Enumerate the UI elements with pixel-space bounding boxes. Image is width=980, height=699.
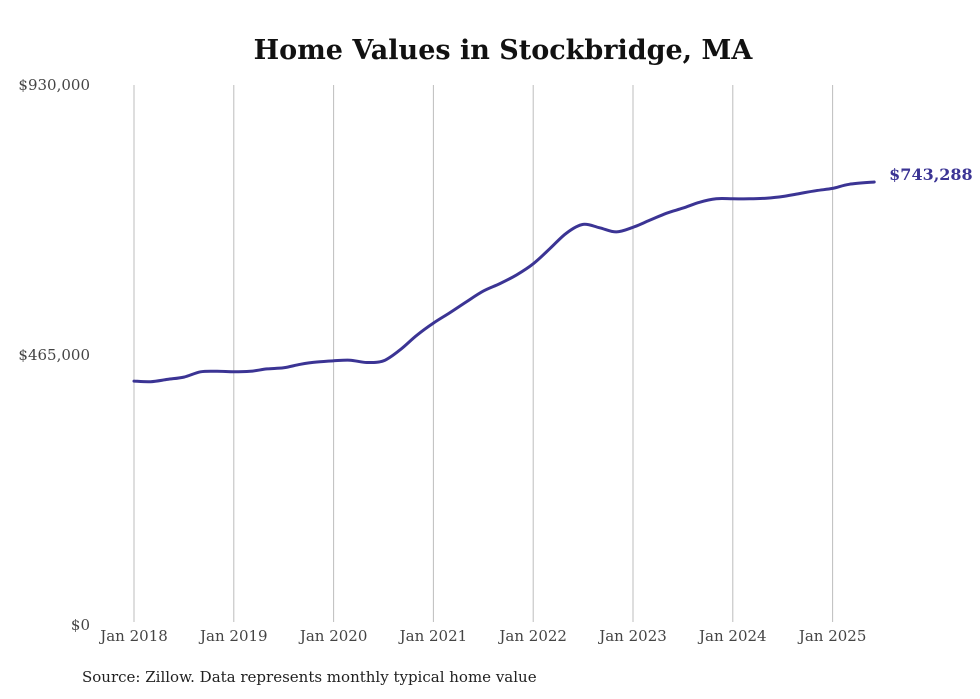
x-tick-label: Jan 2021 — [398, 627, 468, 645]
series-line — [132, 180, 876, 384]
x-axis: Jan 2018 Jan 2019 Jan 2020 Jan 2021 Jan 2022… — [98, 627, 866, 645]
chart-title: Home Values in Stockbridge, MA — [254, 35, 754, 66]
y-tick-label: $0 — [71, 616, 90, 634]
y-tick-label: $930,000 — [18, 76, 90, 94]
x-tick-label: Jan 2019 — [198, 627, 268, 645]
x-tick-label: Jan 2025 — [797, 627, 867, 645]
y-tick-label: $465,000 — [18, 346, 90, 364]
x-tick-label: Jan 2018 — [98, 627, 168, 645]
x-tick-label: Jan 2023 — [597, 627, 667, 645]
end-value-label: $743,288 — [889, 165, 973, 184]
y-axis: $0 $465,000 $930,000 — [18, 76, 90, 634]
source-note: Source: Zillow. Data represents monthly … — [82, 668, 537, 686]
x-tick-label: Jan 2020 — [298, 627, 368, 645]
x-tick-label: Jan 2022 — [497, 627, 567, 645]
x-tick-label: Jan 2024 — [697, 627, 767, 645]
gridlines — [133, 85, 834, 622]
